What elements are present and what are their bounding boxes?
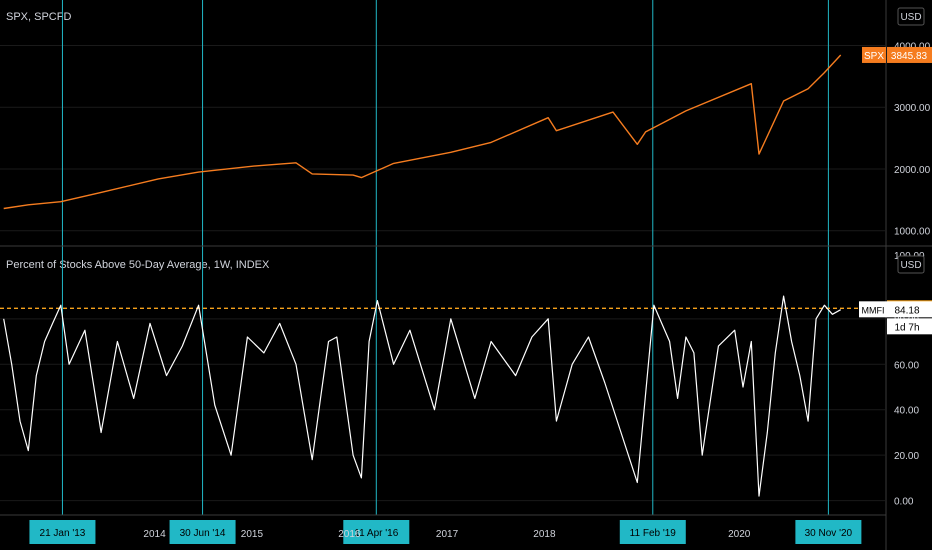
- spx-symbol-badge: [862, 46, 886, 63]
- date-marker-label: 30 Nov '20: [805, 528, 853, 539]
- date-marker-label: 21 Jan '13: [40, 528, 86, 539]
- series-symbol-badge: [859, 301, 887, 318]
- breadth-pane: [0, 295, 885, 497]
- spx-tick-label: 2000.00: [894, 165, 931, 176]
- spx-line: [3, 54, 842, 210]
- breadth-tick-label: 20.00: [894, 451, 919, 462]
- spx-pane: [3, 54, 842, 210]
- breadth-currency-label: USD: [900, 260, 921, 271]
- time-tick-label: 2014: [143, 529, 166, 540]
- countdown-label: 1d 7h: [894, 322, 919, 333]
- spx-symbol-label: SPX: [864, 51, 884, 62]
- spx-tick-label: 3000.00: [894, 103, 931, 114]
- spx-tick-label: 4000.00: [894, 41, 931, 52]
- series-last-value-badge: [887, 301, 932, 318]
- spx-last-price-badge: [887, 46, 932, 63]
- spx-tick-label: 1000.00: [894, 227, 931, 238]
- series-last-value-label: 84.18: [894, 305, 919, 316]
- spx-last-price-label: 3845.83: [891, 51, 928, 62]
- breadth-tick-label: 60.00: [894, 360, 919, 371]
- date-marker-badge: [169, 520, 236, 544]
- time-tick-label: 2016: [338, 529, 361, 540]
- series-symbol-label: MMFI: [862, 305, 885, 315]
- spx-currency-badge: [897, 7, 925, 26]
- time-tick-label: 2020: [728, 529, 751, 540]
- time-tick-label: 2017: [436, 529, 459, 540]
- time-tick-label: 2018: [533, 529, 556, 540]
- date-marker-badge: [619, 520, 686, 544]
- date-marker-badge: [343, 520, 410, 544]
- date-marker-label: 11 Feb '19: [630, 528, 677, 539]
- breadth-line: [3, 295, 841, 497]
- breadth-tick-label: 0.00: [894, 497, 914, 508]
- breadth-pane-title: Percent of Stocks Above 50-Day Average, …: [6, 259, 270, 271]
- countdown-badge: [887, 318, 932, 335]
- date-markers: 21 Jan '13 30 Jun '14 11 Apr '16 11 Feb '19…: [29, 0, 862, 544]
- date-marker-label: 30 Jun '14: [180, 528, 226, 539]
- date-marker-badge: [29, 520, 96, 544]
- spx-currency-label: USD: [900, 12, 921, 23]
- breadth-tick-label: 40.00: [894, 406, 919, 417]
- time-tick-label: 2015: [241, 529, 264, 540]
- breadth-currency-badge: [897, 255, 925, 274]
- spx-pane-title: SPX, SPCFD: [6, 11, 72, 23]
- grid: [0, 44, 885, 502]
- date-marker-badge: [795, 520, 862, 544]
- date-marker-label: 11 Apr '16: [354, 528, 398, 539]
